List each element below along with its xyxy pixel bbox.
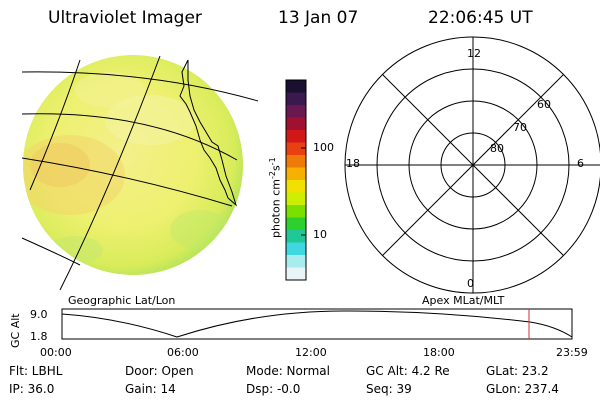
dial-label-dawn: 6 [577,157,584,170]
plot-ytick-bottom: 1.8 [30,330,48,343]
colorbar-segment [286,117,306,131]
plot-ylabel: GC Alt [9,313,22,348]
info-filter: Flt: LBHL [9,364,63,378]
plot-xtick: 18:00 [423,346,455,359]
info-glat: GLat: 23.2 [486,364,549,378]
colorbar-segment [286,192,306,206]
plot-xtick: 00:00 [40,346,72,359]
dial-ring-60: 60 [537,98,551,111]
info-glon: GLon: 237.4 [486,382,559,396]
coastline [179,59,237,207]
colorbar-segment [286,230,306,243]
plot-xtick: 23:59 [556,346,588,359]
uv-image-disk [21,55,259,291]
colorbar-segment [286,205,306,218]
colorbar-segment [286,267,306,281]
colorbar-segment [286,92,306,106]
colorbar-segment [286,130,306,143]
info-dsp: Dsp: -0.0 [246,382,301,396]
colorbar-segment [286,167,306,181]
plot-xtick: 06:00 [167,346,199,359]
colorbar-segment [286,142,306,156]
plot-ytick-top: 9.0 [30,308,48,321]
info-ip: IP: 36.0 [9,382,55,396]
colorbar-unit-label: photon cm-2s-1 [268,157,283,238]
altitude-curve [61,310,573,338]
plot-xtick: 12:00 [295,346,327,359]
colorbar-segment [286,255,306,268]
colorbar-segment [286,155,306,168]
colorbar-border [285,79,307,281]
colorbar-segment [286,180,306,193]
info-mode: Mode: Normal [246,364,330,378]
dial-label-noon: 12 [467,47,481,60]
apex-coord-label: Apex MLat/MLT [422,294,505,307]
dial-ring-70: 70 [513,121,527,134]
dial-label-dusk: 18 [346,157,360,170]
geographic-grid [21,55,259,291]
info-door: Door: Open [125,364,194,378]
altitude-plot [61,308,573,340]
dial-ring-80: 80 [490,142,504,155]
color-bar [285,79,307,281]
colorbar-segment [286,217,306,231]
colorbar-label-100: 100 [313,141,334,154]
disk-texture [23,72,230,264]
geo-coord-label: Geographic Lat/Lon [68,294,176,307]
date-label: 13 Jan 07 [278,8,359,28]
info-seq: Seq: 39 [366,382,412,396]
colorbar-segment [286,242,306,256]
time-label: 22:06:45 UT [428,8,533,28]
colorbar-segment [286,80,306,93]
colorbar-label-10: 10 [313,228,327,241]
dial-label-midnight: 0 [467,277,474,290]
info-gc-alt: GC Alt: 4.2 Re [366,364,450,378]
colorbar-segment [286,105,306,118]
polar-dial [344,36,600,294]
info-gain: Gain: 14 [125,382,176,396]
app-title: Ultraviolet Imager [48,8,202,28]
